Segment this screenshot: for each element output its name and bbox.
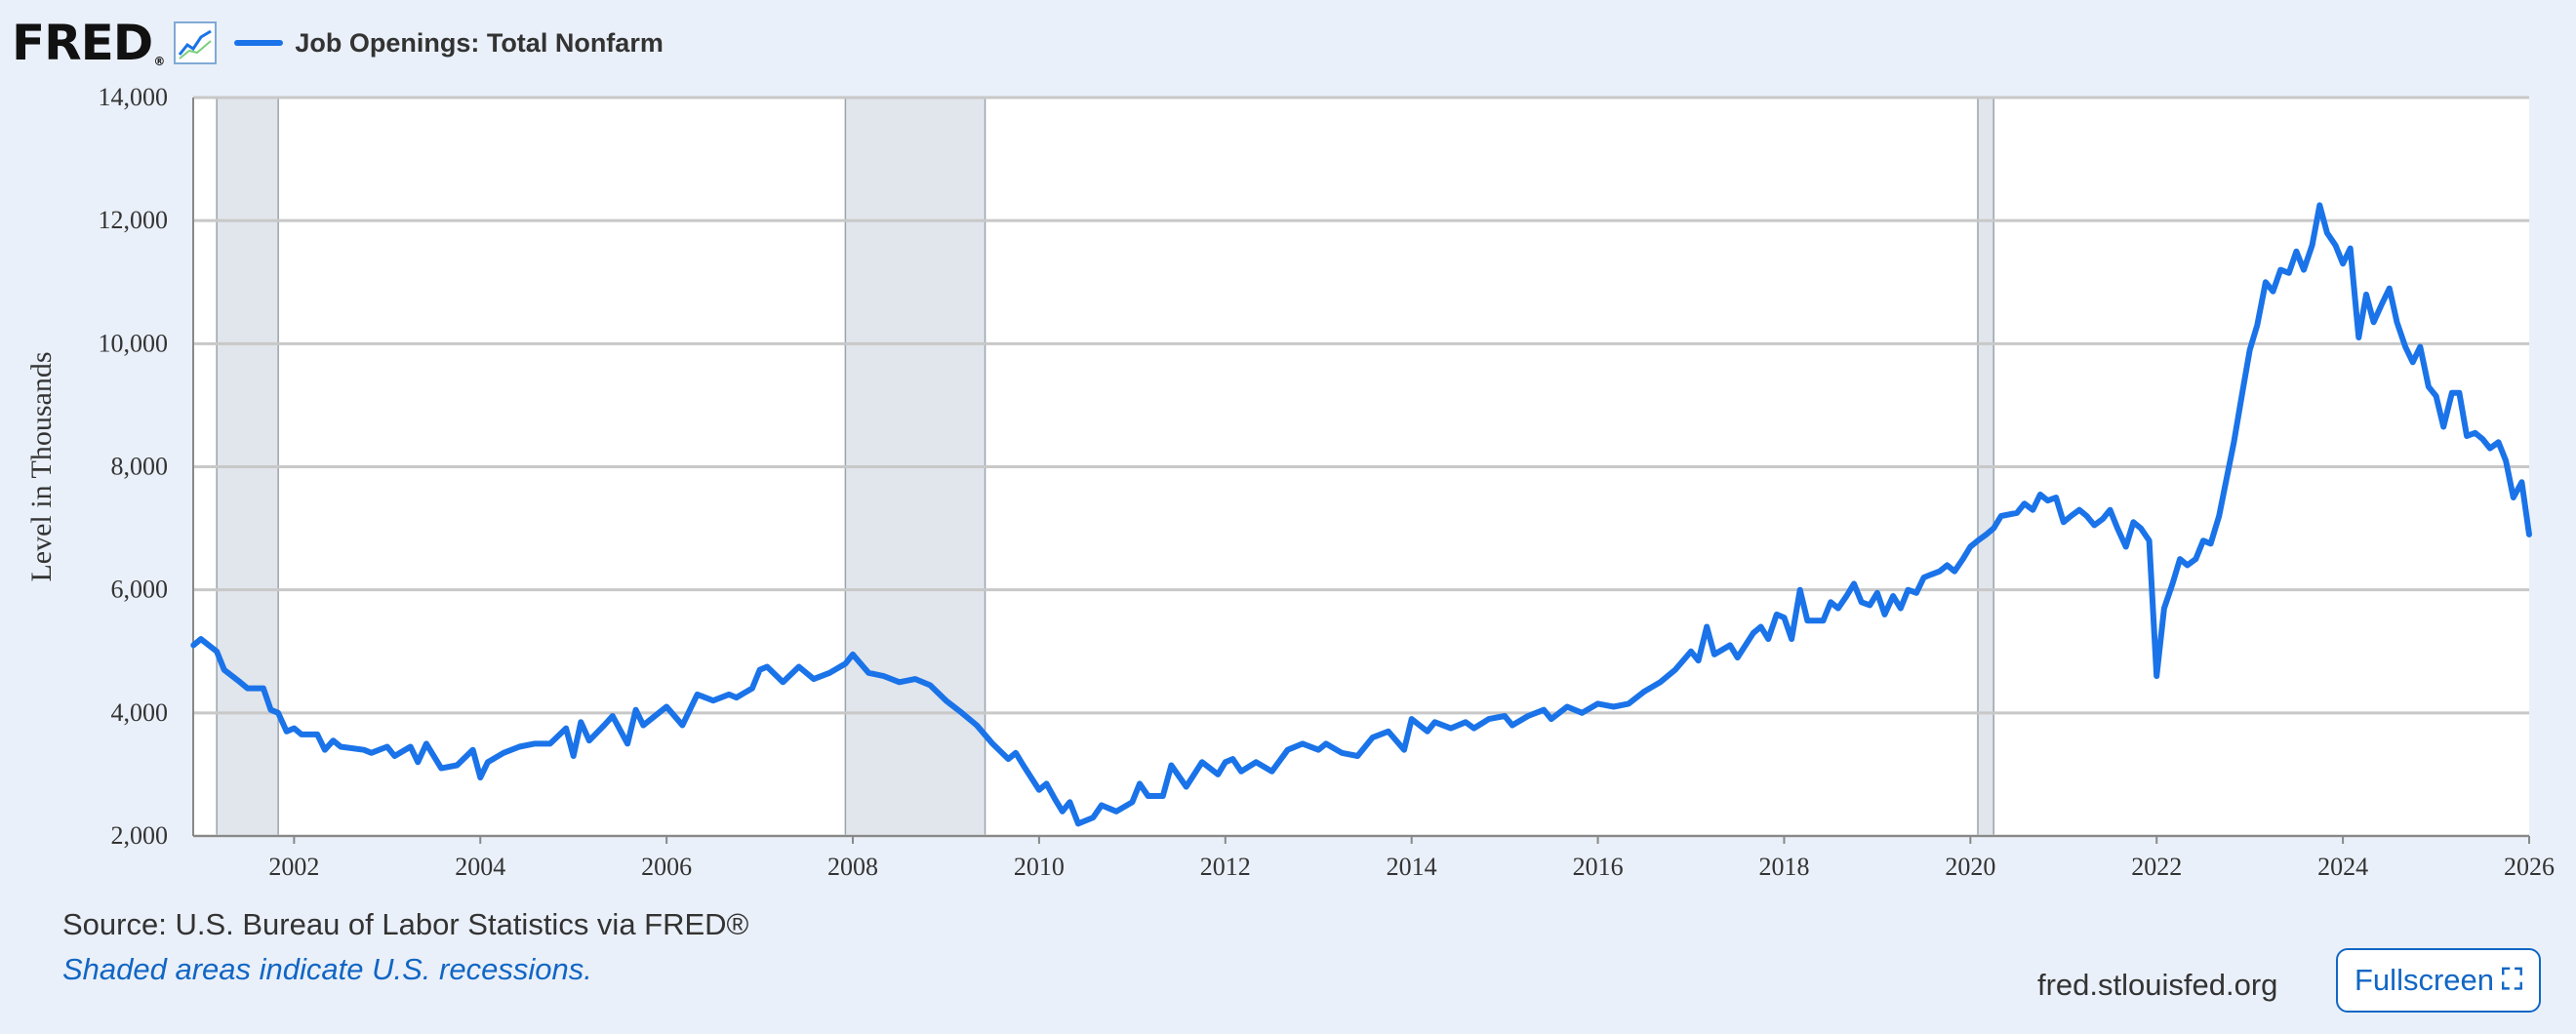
x-tick-label: 2016 — [1573, 853, 1624, 878]
line-chart: 2,000 4,000 6,000 8,000 10,000 12,000 14,000 20… — [25, 83, 2555, 878]
x-tick-label: 2020 — [1945, 853, 1995, 878]
fullscreen-button[interactable]: Fullscreen ⛶ — [2336, 948, 2541, 1013]
legend-label[interactable]: Job Openings: Total Nonfarm — [295, 27, 664, 58]
registered-mark: ® — [153, 55, 165, 68]
fred-logo[interactable]: FRED® — [12, 19, 165, 68]
y-tick-label: 12,000 — [99, 206, 169, 234]
fred-logo-text: FRED — [12, 15, 153, 71]
x-tick-label: 2004 — [455, 853, 505, 878]
fred-chart-icon — [174, 21, 218, 64]
x-tick-label: 2008 — [827, 853, 878, 878]
recession-note: Shaded areas indicate U.S. recessions. — [62, 952, 592, 986]
fullscreen-label: Fullscreen — [2355, 963, 2494, 997]
y-tick-label: 10,000 — [99, 329, 169, 357]
expand-icon: ⛶ — [2502, 964, 2522, 996]
chart-header: FRED® Job Openings: Total Nonfarm — [12, 14, 664, 72]
x-tick-label: 2002 — [268, 853, 319, 878]
x-tick-label: 2022 — [2131, 853, 2182, 878]
series-line — [190, 202, 2532, 827]
x-tick-label: 2010 — [1014, 853, 1065, 878]
x-tick-label: 2012 — [1200, 853, 1251, 878]
y-tick-label: 2,000 — [111, 821, 169, 850]
site-url[interactable]: fred.stlouisfed.org — [2037, 968, 2278, 1002]
legend-swatch — [234, 40, 284, 46]
y-tick-label: 6,000 — [111, 576, 169, 604]
x-tick-label: 2006 — [641, 853, 692, 878]
x-tick-label: 2026 — [2504, 853, 2555, 878]
y-tick-label: 4,000 — [111, 698, 169, 727]
x-tick-label: 2014 — [1387, 853, 1437, 878]
y-tick-label: 14,000 — [99, 83, 169, 111]
x-tick-label: 2018 — [1758, 853, 1809, 878]
y-tick-label: 8,000 — [111, 453, 169, 481]
source-text: Source: U.S. Bureau of Labor Statistics … — [62, 907, 749, 941]
x-tick-label: 2024 — [2317, 853, 2368, 878]
y-axis-label: Level in Thousands — [25, 351, 58, 581]
